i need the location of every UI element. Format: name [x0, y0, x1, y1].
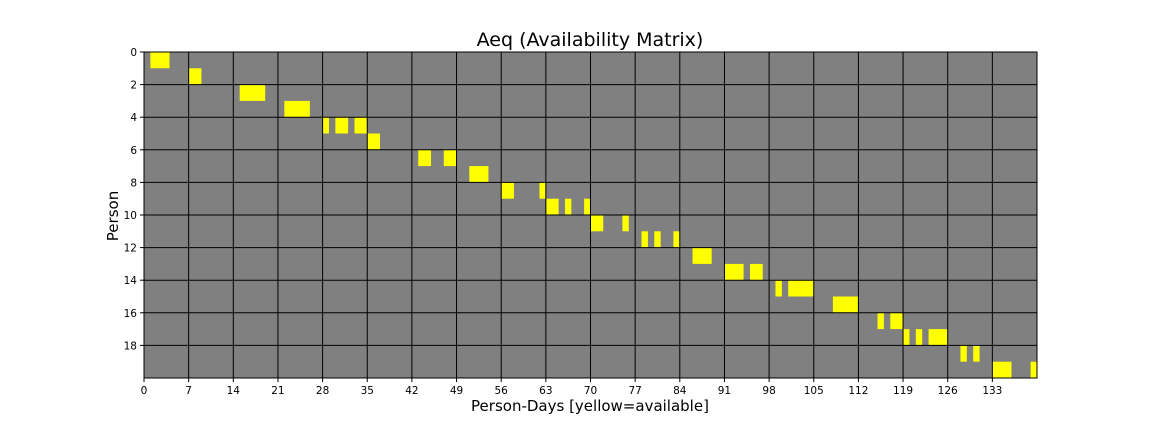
available-cell: [928, 329, 948, 346]
x-tick-label: 56: [495, 385, 509, 397]
y-tick-label: 6: [130, 145, 137, 157]
available-cell: [284, 100, 310, 118]
x-tick-label: 119: [893, 385, 913, 397]
y-tick-label: 2: [130, 80, 137, 92]
y-tick-label: 18: [124, 340, 137, 352]
y-axis: 0 2 4 6 8 10 12 14 16 18: [124, 47, 144, 352]
x-tick-label: 42: [405, 385, 418, 397]
available-cell: [443, 149, 457, 167]
available-cell: [915, 329, 923, 346]
y-tick-label: 16: [124, 308, 138, 320]
y-tick-label: 8: [130, 177, 137, 189]
available-cell: [832, 296, 859, 313]
available-cell: [418, 149, 432, 167]
x-tick-label: 133: [982, 385, 1002, 397]
x-tick-label: 49: [450, 385, 463, 397]
x-axis: 0 7 14 21 28 35 42 49 56 63 70 77 84 91 98 105 112 119 126…: [141, 378, 1002, 397]
plot-area: [143, 51, 1038, 379]
available-cell: [673, 231, 680, 248]
available-cell: [992, 361, 1012, 378]
available-cell: [890, 312, 904, 330]
available-cell: [903, 329, 910, 346]
available-cell: [501, 182, 514, 199]
x-tick-label: 91: [718, 385, 731, 397]
available-cell: [877, 312, 884, 330]
available-cell: [188, 68, 202, 85]
x-tick-label: 98: [762, 385, 775, 397]
x-tick-label: 28: [316, 385, 329, 397]
chart-title: Aeq (Availability Matrix): [477, 29, 704, 51]
available-cell: [641, 231, 648, 248]
available-cell: [354, 117, 368, 134]
available-cell: [539, 182, 546, 199]
available-cell: [469, 166, 489, 183]
x-tick-label: 21: [271, 385, 284, 397]
x-tick-label: 112: [848, 385, 868, 397]
x-tick-label: 105: [804, 385, 824, 397]
y-axis-label: Person: [104, 191, 122, 241]
x-tick-label: 126: [938, 385, 958, 397]
y-tick-label: 0: [130, 47, 137, 59]
available-cell: [335, 117, 349, 134]
x-tick-label: 35: [361, 385, 374, 397]
available-cell: [1030, 361, 1037, 378]
available-cell: [590, 215, 604, 232]
x-tick-label: 77: [628, 385, 641, 397]
available-cell: [973, 345, 980, 362]
available-cell: [692, 247, 712, 264]
x-axis-label: Person-Days [yellow=available]: [471, 397, 709, 415]
available-cell: [724, 263, 744, 281]
available-cell: [584, 198, 591, 215]
available-cell: [322, 117, 329, 134]
x-tick-label: 0: [141, 385, 148, 397]
y-tick-label: 12: [124, 243, 137, 255]
available-cell: [622, 215, 629, 232]
y-tick-label: 10: [124, 210, 137, 222]
x-tick-label: 63: [539, 385, 552, 397]
available-cell: [239, 84, 266, 101]
x-tick-label: 7: [185, 385, 192, 397]
y-tick-label: 4: [130, 112, 137, 124]
available-cell: [775, 280, 782, 297]
available-cell: [150, 52, 170, 69]
available-cell: [367, 133, 381, 150]
available-cell: [749, 263, 763, 281]
y-tick-label: 14: [124, 275, 138, 287]
available-cell: [545, 198, 559, 215]
x-tick-label: 84: [673, 385, 687, 397]
available-cell: [788, 280, 814, 297]
available-cell: [960, 345, 967, 362]
x-tick-label: 14: [227, 385, 241, 397]
x-tick-label: 70: [584, 385, 597, 397]
available-cell: [564, 198, 572, 215]
available-cell: [654, 231, 661, 248]
